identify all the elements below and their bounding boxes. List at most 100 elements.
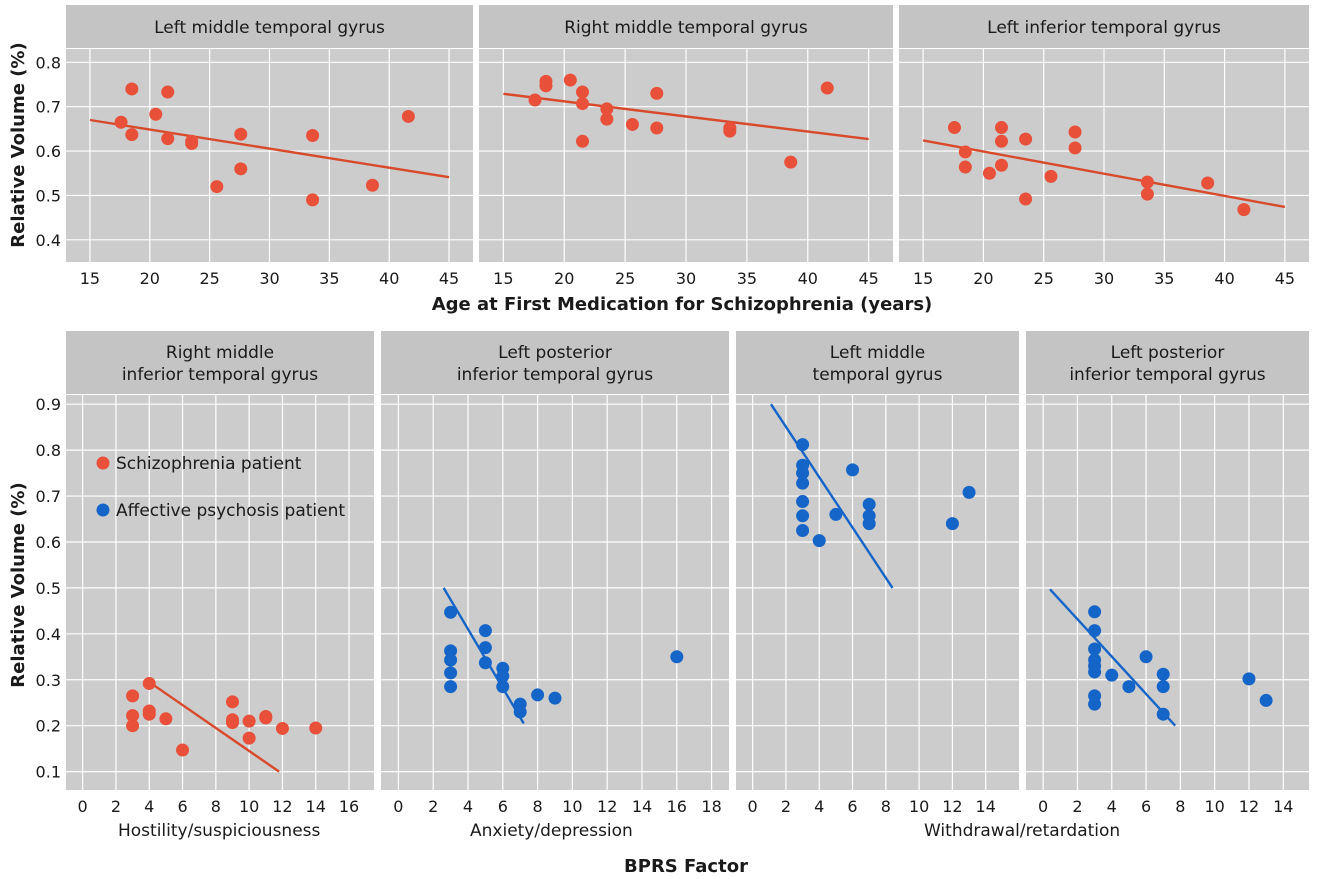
data-point [995,134,1008,148]
x-tick-label: 15 [80,269,100,288]
data-point [548,691,562,705]
data-point [125,82,139,96]
data-point [1019,132,1033,146]
x-tick-label: 6 [1141,797,1151,816]
y-tick-label: 0.1 [36,763,61,782]
plot-area [381,395,729,790]
panel-1: Left middle temporal gyrus 15 20 25 30 35 40 45… [36,5,473,288]
data-point [563,73,577,87]
y-tick-label: 0.5 [36,579,61,598]
y-tick-label: 0.4 [36,231,61,250]
panel-title-line: inferior temporal gyrus [122,365,318,385]
x-tick-label: 10 [239,797,259,816]
data-point [176,743,190,757]
plot-area [736,395,1019,790]
x-tick-label: 25 [1034,269,1054,288]
x-tick-label: 6 [177,797,187,816]
x-tick-label: 14 [1273,797,1293,816]
panel-title-line: Right middle temporal gyrus [564,18,808,38]
x-tick-label: 14 [976,797,996,816]
bottom-x-axis-label: BPRS Factor [624,856,748,877]
data-point [126,719,140,733]
data-point [947,121,961,135]
x-tick-label: 6 [847,797,857,816]
x-tick-label: 12 [942,797,962,816]
data-point [784,155,798,169]
data-point [126,709,140,723]
data-point [1156,667,1170,681]
panel-title-line: Left posterior [1111,343,1225,363]
data-point [995,121,1008,135]
x-tick-label: 40 [798,269,818,288]
x-tick-label: 8 [1175,797,1185,816]
data-point [829,507,843,521]
data-point [125,128,139,142]
data-point [846,463,860,477]
data-point [149,107,163,121]
x-tick-label: 25 [615,269,635,288]
x-tick-label: 2 [781,797,791,816]
x-tick-label: 30 [1094,269,1114,288]
data-point [796,438,810,452]
data-point [444,644,458,658]
x-tick-label: 8 [533,797,543,816]
data-point [796,523,810,537]
data-point [796,495,810,509]
data-point [478,624,492,638]
x-tick-label: 12 [272,797,292,816]
data-point [1088,605,1102,619]
x-tick-label: 16 [339,797,359,816]
x-tick-label: 30 [259,269,279,288]
data-point [1242,672,1256,686]
data-point [982,166,996,180]
x-tick-label: 35 [737,269,757,288]
data-point [650,121,664,135]
data-point [600,102,614,116]
data-point [309,721,323,735]
data-point [142,707,156,721]
x-tick-label: 0 [748,797,758,816]
data-point [1139,650,1153,664]
data-point [225,695,239,709]
data-point [275,721,289,735]
x-tick-label: 45 [1275,269,1295,288]
data-point [1044,169,1058,183]
x-tick-label: 15 [913,269,933,288]
x-tick-label: 0 [393,797,403,816]
legend-label-affective: Affective psychosis patient [116,501,345,521]
data-point [478,656,492,670]
fit-line [769,403,894,589]
x-tick-label: 4 [144,797,154,816]
data-point [142,676,156,690]
data-point [1105,668,1119,682]
data-point [126,689,140,703]
x-tick-label: 20 [973,269,993,288]
panel-strip [1026,331,1309,394]
data-point [670,650,684,664]
x-tick-label: 2 [1072,797,1082,816]
x-tick-label: 12 [597,797,617,816]
x-tick-label: 8 [211,797,221,816]
data-point [650,86,664,100]
data-point [539,79,553,93]
data-point [531,688,545,702]
data-point [161,132,175,146]
y-tick-label: 0.7 [36,98,61,117]
data-point [1156,707,1170,721]
panel-strip [899,5,1309,48]
data-point [625,117,639,131]
data-point [1019,192,1033,206]
y-tick-label: 0.8 [36,441,61,460]
y-tick-label: 0.4 [36,625,61,644]
data-point [259,711,273,725]
data-point [234,162,248,176]
data-point [1237,203,1251,217]
x-tick-label: 10 [562,797,582,816]
data-point [1068,125,1082,139]
data-point [444,653,458,667]
data-point [210,180,224,194]
x-tick-label: 35 [1154,269,1174,288]
data-point [796,476,810,490]
x-tick-label: 25 [199,269,219,288]
